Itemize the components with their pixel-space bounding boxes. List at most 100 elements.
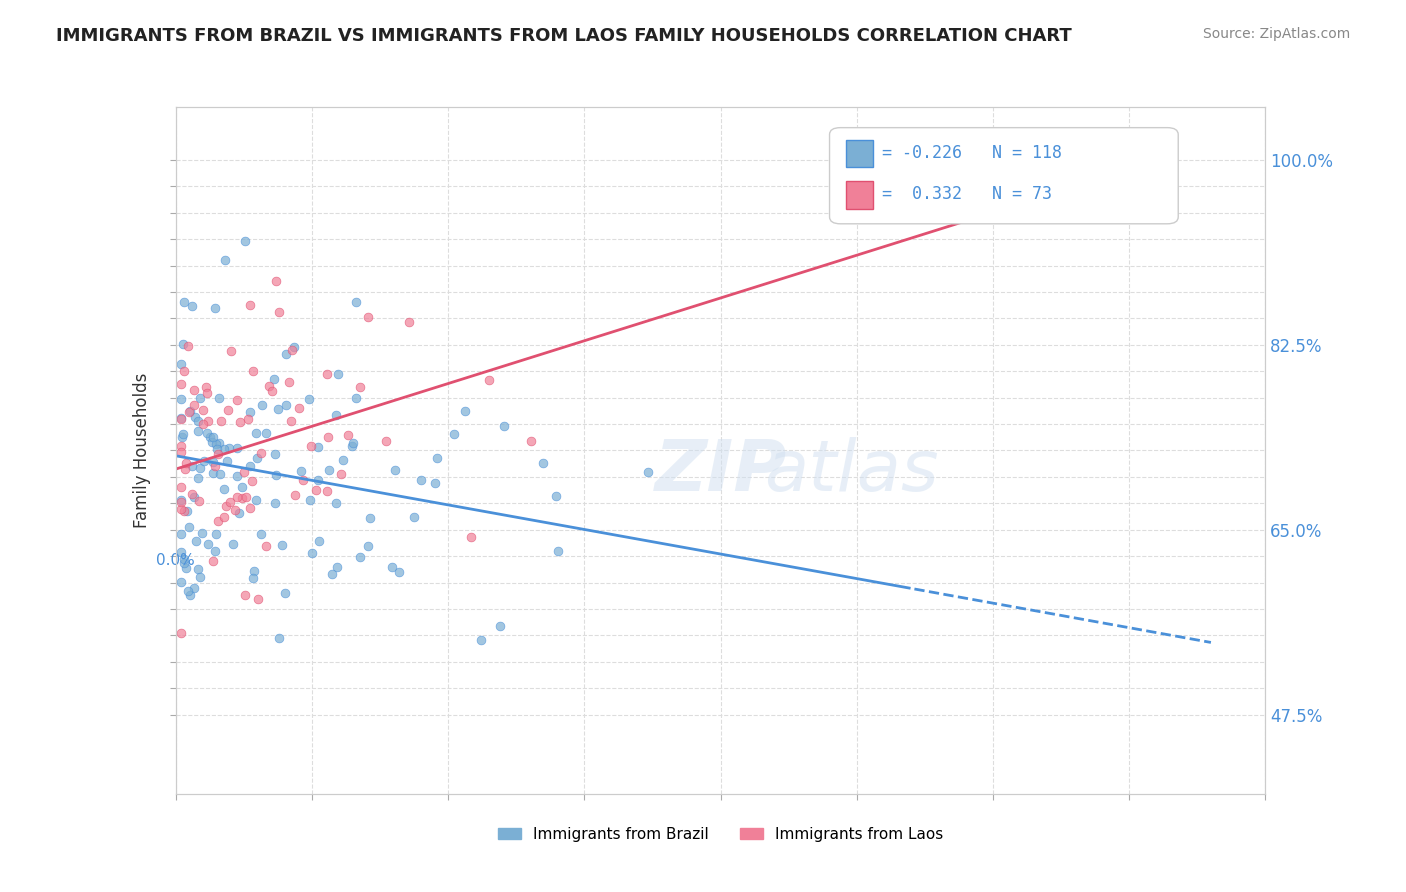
- Point: [488, 618, 510, 632]
- Point: [204, 301, 226, 315]
- Point: [426, 451, 449, 466]
- Point: [187, 424, 209, 438]
- Point: [205, 442, 228, 457]
- Point: [170, 392, 193, 406]
- Point: [231, 480, 253, 494]
- Point: [492, 418, 515, 433]
- Point: [329, 467, 352, 481]
- Point: [228, 506, 250, 520]
- Point: [398, 315, 420, 329]
- Point: [191, 417, 214, 431]
- Point: [188, 392, 211, 406]
- Point: [266, 402, 288, 417]
- Point: [411, 474, 433, 488]
- Point: [207, 435, 229, 450]
- Point: [278, 375, 301, 389]
- Point: [212, 482, 235, 496]
- Point: [292, 474, 315, 488]
- Point: [204, 544, 226, 558]
- Point: [264, 446, 287, 460]
- Point: [202, 455, 225, 469]
- Point: [201, 554, 224, 568]
- Point: [402, 510, 425, 524]
- Legend: Immigrants from Brazil, Immigrants from Laos: Immigrants from Brazil, Immigrants from …: [492, 821, 949, 848]
- Point: [173, 552, 195, 566]
- Point: [173, 557, 195, 571]
- Point: [174, 456, 197, 470]
- Point: [264, 468, 287, 483]
- Point: [170, 527, 193, 541]
- Point: [174, 560, 197, 574]
- FancyBboxPatch shape: [846, 181, 873, 209]
- Point: [257, 379, 280, 393]
- Point: [332, 452, 354, 467]
- Point: [316, 483, 339, 498]
- Point: [170, 502, 193, 516]
- Point: [250, 398, 273, 412]
- Point: [172, 430, 194, 444]
- Point: [318, 463, 340, 477]
- Point: [298, 493, 321, 508]
- Point: [229, 415, 252, 429]
- Point: [173, 364, 195, 378]
- Point: [267, 305, 290, 319]
- Point: [208, 467, 231, 482]
- Point: [349, 380, 371, 394]
- Point: [254, 426, 277, 441]
- Point: [226, 442, 249, 456]
- Point: [218, 441, 240, 455]
- Point: [207, 514, 229, 528]
- Point: [274, 586, 297, 600]
- Point: [222, 537, 245, 551]
- Point: [454, 403, 477, 417]
- Point: [170, 626, 193, 640]
- Point: [187, 471, 209, 485]
- Point: [337, 428, 360, 442]
- Point: [188, 569, 211, 583]
- Point: [181, 487, 204, 501]
- Text: Source: ZipAtlas.com: Source: ZipAtlas.com: [1202, 27, 1350, 41]
- Point: [316, 367, 339, 381]
- Point: [547, 543, 569, 558]
- Point: [305, 483, 328, 498]
- Point: [173, 504, 195, 518]
- Point: [194, 379, 217, 393]
- Point: [280, 343, 302, 357]
- Point: [288, 401, 311, 415]
- Point: [170, 377, 193, 392]
- Text: atlas: atlas: [763, 436, 939, 506]
- FancyBboxPatch shape: [830, 128, 1178, 224]
- Point: [236, 411, 259, 425]
- Point: [243, 565, 266, 579]
- Point: [172, 426, 194, 441]
- Point: [214, 253, 236, 268]
- Point: [375, 434, 398, 448]
- Point: [188, 461, 211, 475]
- Point: [235, 490, 257, 504]
- Point: [183, 581, 205, 595]
- Point: [179, 403, 201, 417]
- Point: [184, 409, 207, 424]
- Point: [176, 339, 198, 353]
- Point: [307, 474, 329, 488]
- Point: [245, 493, 267, 508]
- Point: [443, 427, 465, 442]
- Point: [193, 453, 215, 467]
- Point: [242, 571, 264, 585]
- Point: [264, 496, 287, 510]
- Point: [197, 414, 219, 428]
- Point: [470, 633, 492, 648]
- Point: [183, 383, 205, 397]
- Point: [254, 539, 277, 553]
- Point: [170, 545, 193, 559]
- Point: [212, 442, 235, 456]
- Point: [239, 459, 262, 474]
- Point: [181, 299, 204, 313]
- Point: [240, 474, 263, 488]
- Point: [215, 453, 238, 467]
- Point: [357, 310, 380, 324]
- Point: [328, 367, 350, 381]
- Point: [250, 527, 273, 541]
- Point: [235, 235, 257, 249]
- Point: [170, 493, 193, 508]
